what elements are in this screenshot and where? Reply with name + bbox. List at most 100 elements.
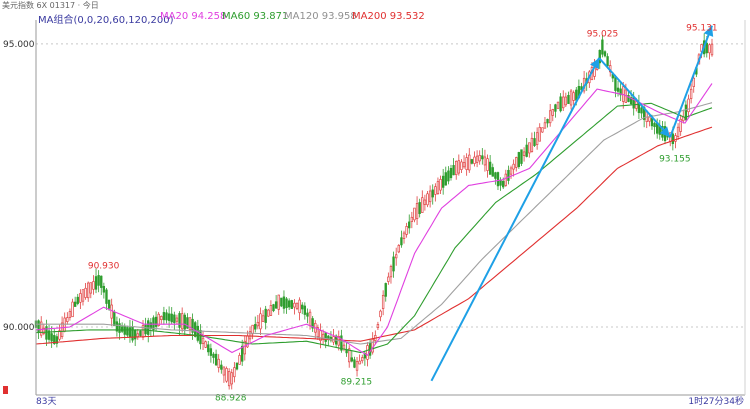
candle-body: [428, 190, 432, 203]
candle-body: [509, 167, 513, 175]
candle: [397, 244, 400, 254]
candle-body: [475, 155, 479, 163]
candle: [444, 166, 447, 186]
candle-body: [154, 316, 158, 327]
candle-body: [415, 203, 419, 219]
candle-body: [355, 361, 359, 371]
candle: [314, 320, 317, 339]
candle: [708, 43, 711, 60]
candle: [564, 92, 568, 107]
candle-body: [261, 315, 265, 322]
candle: [126, 325, 129, 338]
candle: [264, 305, 267, 330]
candle-body: [614, 76, 617, 91]
ma-group-label[interactable]: MA组合(0,0,20,60,120,200): [38, 15, 174, 26]
candle: [556, 101, 560, 109]
candle-body: [238, 355, 241, 365]
ma60-value: MA60 93.871: [222, 11, 289, 22]
candle: [97, 270, 100, 293]
candle-body: [564, 96, 568, 106]
candle: [400, 230, 403, 248]
candle-body: [199, 329, 202, 345]
candle-body: [444, 172, 447, 186]
candle-body: [303, 305, 307, 315]
candle: [170, 307, 173, 325]
candle: [389, 264, 393, 284]
price-label-layer: 90.930 88.928 89.215 95.025 93.155 95.131: [88, 23, 718, 403]
candle-body: [515, 157, 518, 168]
candle-body: [301, 304, 304, 310]
candle-body: [259, 313, 262, 330]
ma120-line: [36, 102, 713, 345]
candle-body: [311, 318, 314, 329]
candle-body: [139, 330, 142, 336]
candle-body: [230, 372, 233, 385]
candle: [350, 350, 353, 363]
candle: [512, 159, 515, 177]
candle-body: [447, 170, 450, 182]
candle-body: [157, 313, 160, 326]
candle-body: [293, 302, 296, 308]
candle-body: [528, 142, 531, 154]
candle: [76, 293, 79, 306]
candle: [308, 309, 312, 330]
candle-body: [227, 371, 231, 387]
candle-body: [280, 297, 283, 307]
candle: [684, 100, 688, 122]
candle-body: [452, 165, 455, 176]
candle: [327, 334, 330, 347]
candle: [329, 331, 333, 343]
candle-body: [494, 172, 497, 179]
candle: [251, 324, 254, 340]
candle: [455, 160, 458, 180]
candle-body: [175, 317, 179, 322]
candle-body: [76, 296, 79, 304]
candle-body: [674, 135, 677, 142]
candle-body: [671, 133, 675, 145]
candle: [530, 132, 534, 153]
candle-body: [167, 313, 171, 321]
candle: [207, 340, 210, 356]
candle: [73, 296, 77, 307]
candle-body: [535, 132, 539, 145]
candle: [535, 127, 539, 150]
candle: [241, 339, 244, 366]
candle-body: [204, 341, 207, 348]
candle-body: [217, 358, 220, 368]
candle: [66, 312, 69, 325]
candle-body: [499, 180, 502, 186]
candle-body: [269, 305, 273, 316]
candle-body: [619, 88, 622, 96]
candle: [100, 275, 103, 295]
candle-body: [102, 285, 106, 293]
trend-arrow-2: [598, 57, 671, 138]
candle-body: [379, 310, 382, 318]
candle-body: [541, 127, 544, 133]
candle-body: [439, 178, 442, 191]
annotation-89-215: 89.215: [341, 377, 373, 387]
candle: [55, 333, 59, 348]
candle: [567, 91, 570, 104]
candle-body: [183, 314, 186, 330]
candle-body: [470, 159, 474, 164]
candle: [105, 288, 108, 310]
candle-body: [251, 324, 254, 335]
candle-body: [290, 300, 293, 309]
candle: [280, 297, 283, 308]
candle-body: [562, 96, 565, 109]
candle-body: [131, 326, 134, 341]
candle-body: [285, 298, 288, 309]
candle: [209, 343, 213, 363]
candle-body: [465, 157, 468, 170]
candle: [272, 303, 275, 313]
candle-body: [400, 237, 403, 246]
candle-body: [40, 321, 43, 336]
candle: [269, 300, 273, 316]
candle-body: [277, 294, 280, 310]
candle: [515, 156, 518, 172]
candle-body: [569, 90, 573, 106]
candle: [267, 308, 270, 317]
candle: [199, 324, 202, 350]
candle-body: [687, 98, 690, 113]
